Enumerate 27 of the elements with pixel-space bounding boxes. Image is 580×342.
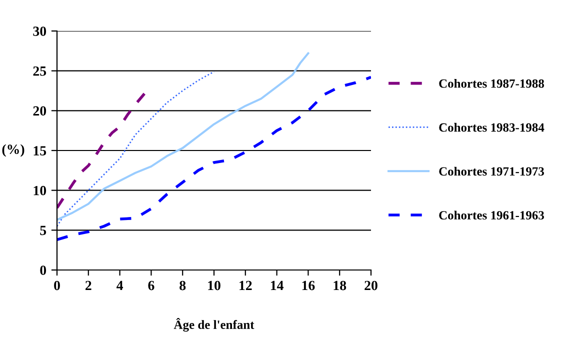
x-axis-title: Âge de l'enfant [174,318,254,332]
y-tick-label: 25 [33,66,46,76]
x-tick-label: 12 [240,280,252,290]
y-axis-title: (%) [2,144,24,157]
y-tick-label: 30 [33,26,46,36]
legend-label: Cohortes 1987-1988 [439,79,544,88]
x-tick-label: 4 [116,280,124,290]
x-tick-label: 14 [270,280,284,290]
y-tick-label: 20 [33,106,46,116]
legend-label: Cohortes 1983-1984 [439,122,544,132]
legend-label: Cohortes 1971-1973 [439,166,544,176]
x-tick-label: 6 [148,280,154,290]
line-series [57,52,310,221]
y-tick-label: 0 [40,266,46,275]
y-tick-label: 15 [34,146,46,156]
x-tick-label: 2 [86,280,92,290]
y-tick-label: 5 [40,226,46,236]
x-tick-label: 20 [364,280,378,290]
x-tick-label: 8 [180,280,186,290]
x-tick-label: 10 [208,280,220,290]
x-tick-label: 0 [54,280,60,290]
line-series [57,92,146,210]
y-tick-label: 10 [34,186,46,196]
line-series [57,70,215,227]
legend-label: Cohortes 1961-1963 [439,210,544,220]
x-tick-label: 16 [302,280,315,290]
x-tick-label: 18 [334,280,346,290]
